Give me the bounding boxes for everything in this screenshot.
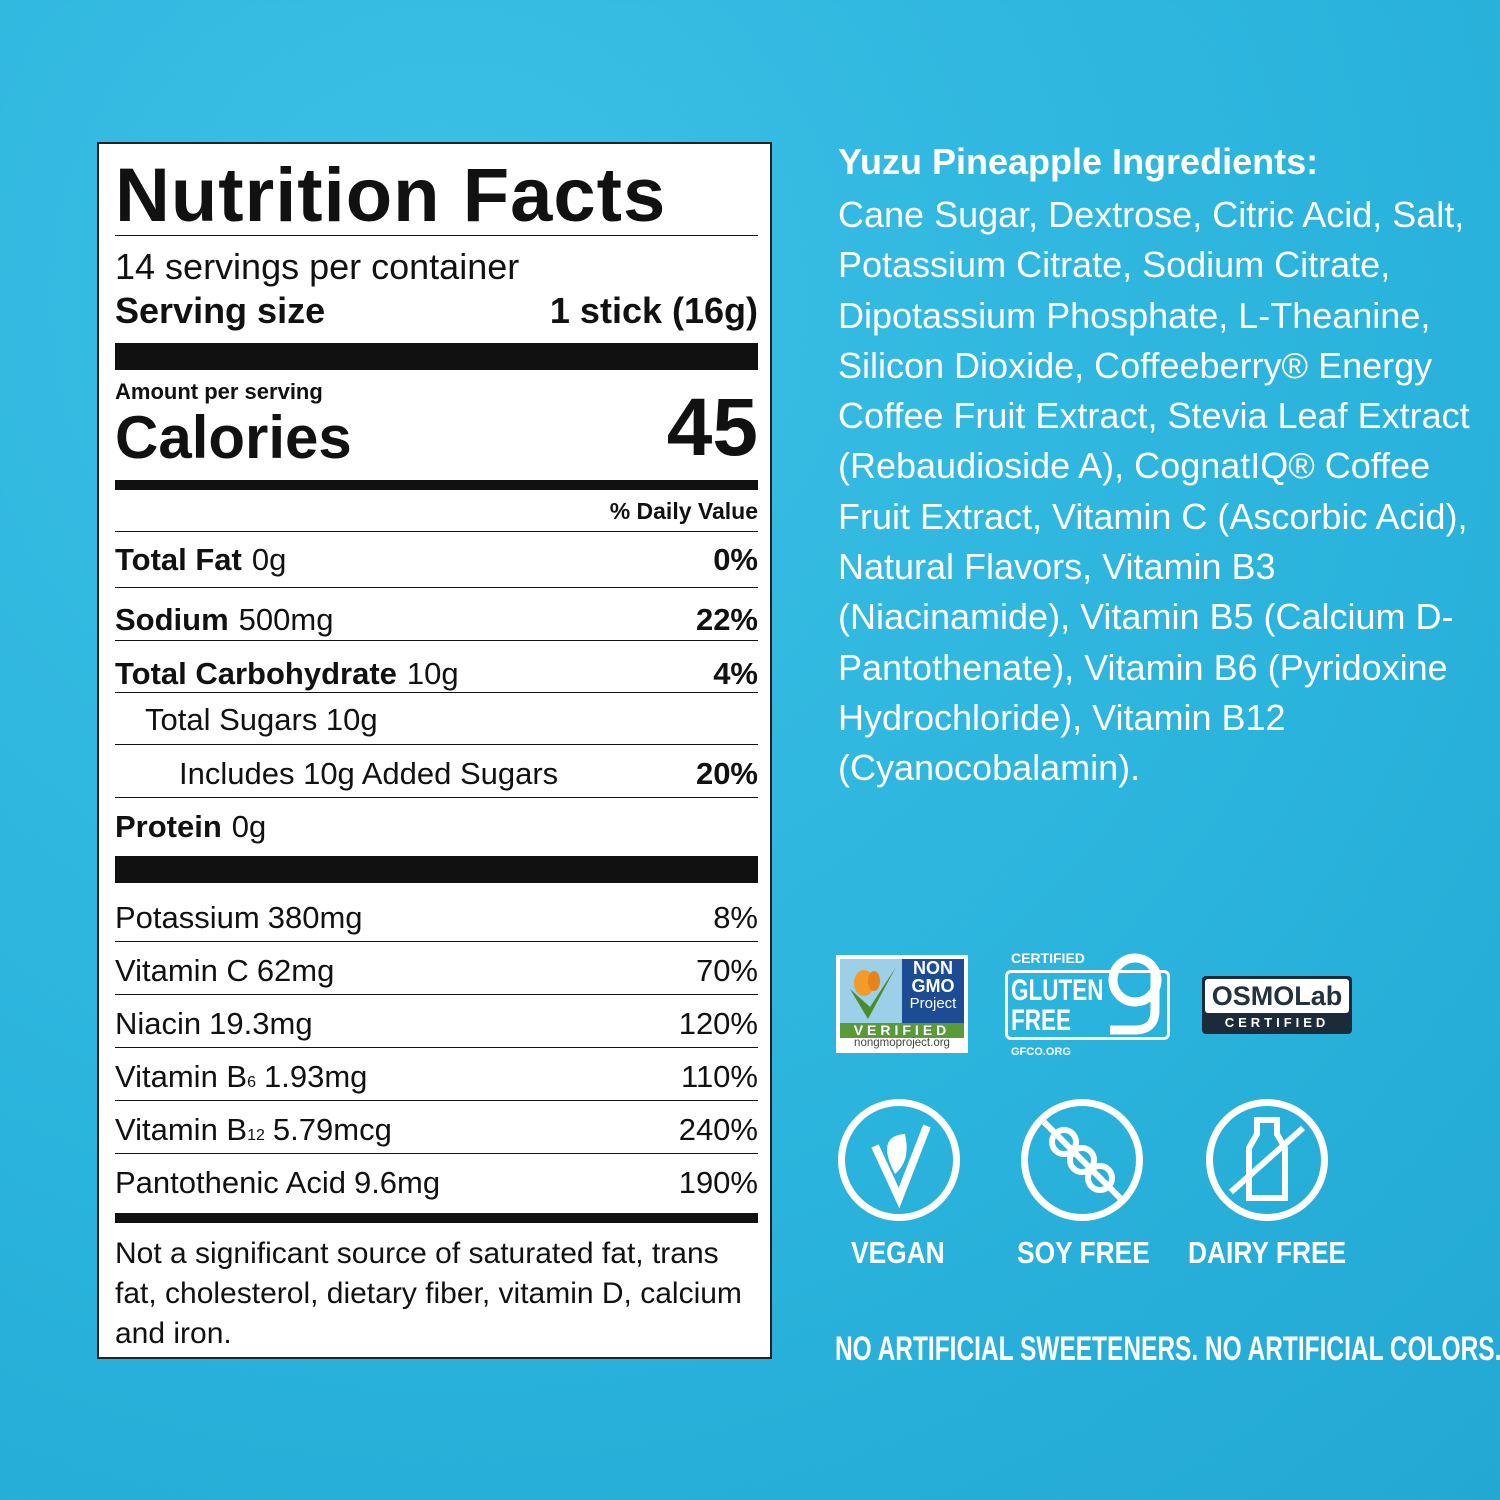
- row-divider: [115, 994, 758, 995]
- soy-free-label: SOY FREE: [1017, 1235, 1150, 1270]
- calories-row: Calories 45: [115, 382, 758, 473]
- serving-size-label: Serving size: [115, 290, 326, 331]
- micronutrient-row: Niacin 19.3mg 120%: [115, 1006, 758, 1042]
- daily-value: 110%: [681, 1059, 758, 1094]
- daily-value: 8%: [713, 900, 758, 935]
- vegan-label: VEGAN: [851, 1235, 945, 1270]
- nutrient-name: Vitamin B6 1.93mg: [115, 1059, 368, 1094]
- nutrient-row: Sodium 500mg 22%: [115, 602, 758, 638]
- non-gmo-badge: NON GMO Project VERIFIED nongmoproject.o…: [836, 955, 968, 1053]
- free-text: FREE: [1011, 1004, 1072, 1037]
- micronutrient-row: Potassium 380mg 8%: [115, 900, 758, 936]
- no-soy-icon: [1021, 1099, 1143, 1221]
- osmolab-name: OSMOLab: [1205, 979, 1349, 1013]
- calories-value: 45: [666, 382, 758, 473]
- osmolab-badge: OSMOLab CERTIFIED: [1202, 976, 1352, 1034]
- nongmo-url: nongmoproject.org: [854, 1037, 950, 1049]
- daily-value: 120%: [678, 1006, 758, 1041]
- daily-value: 22%: [695, 602, 758, 637]
- serving-size-row: Serving size 1 stick (16g): [115, 290, 758, 332]
- micronutrient-row: Vitamin B6 1.93mg 110%: [115, 1059, 758, 1095]
- osmo-certified: CERTIFIED: [1224, 1015, 1330, 1030]
- nutrient-name: Total Fat 0g: [115, 542, 287, 577]
- thick-divider: [115, 343, 758, 370]
- ingredients-panel: Yuzu Pineapple Ingredients: Cane Sugar, …: [838, 140, 1478, 794]
- no-milk-bottle-icon: [1206, 1099, 1328, 1221]
- nongmo-text: Project: [909, 995, 957, 1012]
- calories-label: Calories: [115, 404, 352, 471]
- daily-value: 4%: [713, 656, 758, 691]
- gluten-text: GLUTEN: [1011, 974, 1104, 1007]
- micronutrient-row: Vitamin C 62mg 70%: [115, 953, 758, 989]
- ingredients-heading: Yuzu Pineapple Ingredients:: [838, 141, 1319, 182]
- medium-divider: [115, 1213, 758, 1223]
- verified-text: VERIFIED: [840, 1023, 964, 1038]
- butterfly-check-icon: [840, 959, 902, 1023]
- ingredients-text: Cane Sugar, Dextrose, Citric Acid, Salt,…: [838, 194, 1470, 789]
- daily-value-text: % Daily Value: [609, 498, 758, 524]
- nutrient-name: Total Sugars 10g: [145, 702, 378, 737]
- nutrient-row: Total Sugars 10g: [115, 702, 758, 738]
- nutrient-name: Protein 0g: [115, 809, 267, 844]
- dairy-free-label: DAIRY FREE: [1188, 1235, 1347, 1270]
- row-divider: [115, 744, 758, 745]
- footnote: Not a significant source of saturated fa…: [115, 1237, 742, 1350]
- daily-value: 20%: [695, 756, 758, 791]
- row-divider: [115, 640, 758, 641]
- nutrient-name: Includes 10g Added Sugars: [179, 756, 559, 791]
- gluten-certified: CERTIFIED: [1011, 950, 1085, 966]
- daily-value-header: % Daily Value: [115, 498, 758, 525]
- row-divider: [115, 941, 758, 942]
- servings-per-container: 14 servings per container: [115, 246, 520, 287]
- nutrient-name: Vitamin C 62mg: [115, 953, 335, 988]
- nutrient-row: Total Fat 0g 0%: [115, 542, 758, 578]
- daily-value: 190%: [678, 1165, 758, 1200]
- row-divider: [115, 1100, 758, 1101]
- nutrient-name: Niacin 19.3mg: [115, 1006, 313, 1041]
- nutrient-name: Sodium 500mg: [115, 602, 334, 637]
- nongmo-text: GMO: [911, 976, 955, 996]
- nutrient-name: Potassium 380mg: [115, 900, 363, 935]
- daily-value: 70%: [695, 953, 758, 988]
- daily-value: 240%: [678, 1112, 758, 1147]
- nutrient-row: Total Carbohydrate 10g 4%: [115, 656, 758, 692]
- nutrient-name: Pantothenic Acid 9.6mg: [115, 1165, 441, 1200]
- row-divider: [115, 587, 758, 588]
- nutrient-row: Protein 0g: [115, 809, 758, 845]
- micronutrient-row: Pantothenic Acid 9.6mg 190%: [115, 1165, 758, 1201]
- row-divider: [115, 797, 758, 798]
- thick-divider: [115, 856, 758, 883]
- daily-value: 0%: [713, 542, 758, 577]
- tagline: NO ARTIFICIAL SWEETENERS. NO ARTIFICIAL …: [835, 1330, 1500, 1368]
- nongmo-text: NON: [913, 958, 953, 978]
- medium-divider: [115, 480, 758, 490]
- nutrient-name: Vitamin B12 5.79mcg: [115, 1112, 392, 1147]
- micronutrient-row: Vitamin B12 5.79mcg 240%: [115, 1112, 758, 1148]
- serving-size-value: 1 stick (16g): [549, 290, 758, 331]
- amount-per-serving: Amount per serving: [115, 379, 323, 404]
- nutrient-name: Total Carbohydrate 10g: [115, 656, 459, 691]
- nutrition-facts-label: Nutrition Facts 14 servings per containe…: [97, 142, 772, 1359]
- nutrient-row: Includes 10g Added Sugars 20%: [115, 756, 758, 792]
- row-divider: [115, 1153, 758, 1154]
- g-icon: [1108, 953, 1162, 1035]
- row-divider: [115, 1047, 758, 1048]
- gfco-url: GFCO.ORG: [1011, 1046, 1071, 1058]
- row-divider: [115, 692, 758, 693]
- gluten-free-badge: CERTIFIED GLUTEN FREE GFCO.ORG: [1005, 950, 1175, 1060]
- nutrition-title: Nutrition Facts: [115, 153, 667, 238]
- leaf-v-icon: [838, 1099, 960, 1221]
